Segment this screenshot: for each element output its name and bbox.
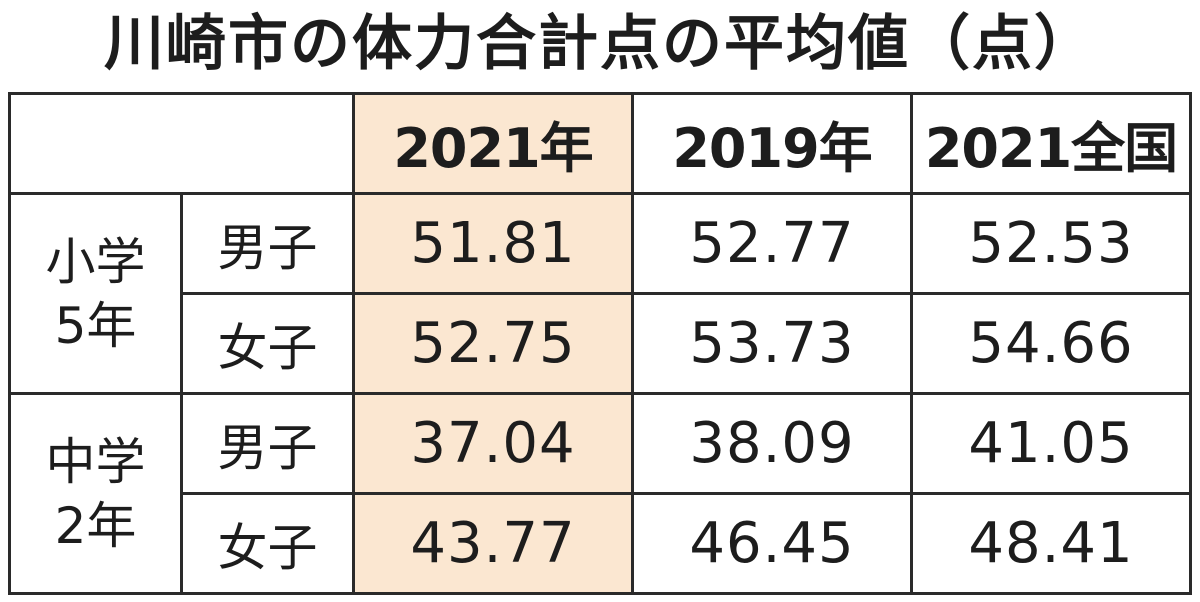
value-cell: 52.53 xyxy=(910,192,1192,295)
sex-label-male: 男子 xyxy=(180,192,355,295)
value-cell: 51.81 xyxy=(352,192,634,295)
sex-label-female: 女子 xyxy=(180,292,355,395)
group-label-elementary: 小学 5年 xyxy=(8,192,183,395)
table-row: 女子 52.75 53.73 54.66 xyxy=(10,292,1192,395)
group-label-line2: 2年 xyxy=(54,496,137,555)
corner-cell xyxy=(8,92,355,195)
column-header-2021-national: 2021全国 xyxy=(910,92,1192,195)
value-cell: 48.41 xyxy=(910,492,1192,595)
table-row: 女子 43.77 46.45 48.41 xyxy=(10,492,1192,595)
header-row: 2021年 2019年 2021全国 xyxy=(8,92,1192,195)
group-label-line1: 中学 xyxy=(45,432,146,491)
value-cell: 43.77 xyxy=(352,492,634,595)
chart-title: 川崎市の体力合計点の平均値（点） xyxy=(104,9,1096,79)
sex-label-female: 女子 xyxy=(180,492,355,595)
value-cell: 46.45 xyxy=(631,492,913,595)
group-label-line1: 小学 xyxy=(45,232,146,291)
group-label-junior-high: 中学 2年 xyxy=(8,392,183,595)
value-cell: 37.04 xyxy=(352,392,634,495)
table-row: 小学 5年 男子 51.81 52.77 52.53 xyxy=(8,192,1192,395)
value-cell: 54.66 xyxy=(910,292,1192,395)
sex-label-male: 男子 xyxy=(180,392,355,495)
column-header-2021: 2021年 xyxy=(352,92,634,195)
value-cell: 52.77 xyxy=(631,192,913,295)
value-cell: 53.73 xyxy=(631,292,913,395)
value-cell: 52.75 xyxy=(352,292,634,395)
results-table: 2021年 2019年 2021全国 小学 5年 男子 51.81 52.77 … xyxy=(8,92,1192,595)
group-label-line2: 5年 xyxy=(54,296,137,355)
value-cell: 38.09 xyxy=(631,392,913,495)
column-header-2019: 2019年 xyxy=(631,92,913,195)
value-cell: 41.05 xyxy=(910,392,1192,495)
table-row: 中学 2年 男子 37.04 38.09 41.05 xyxy=(8,392,1192,595)
